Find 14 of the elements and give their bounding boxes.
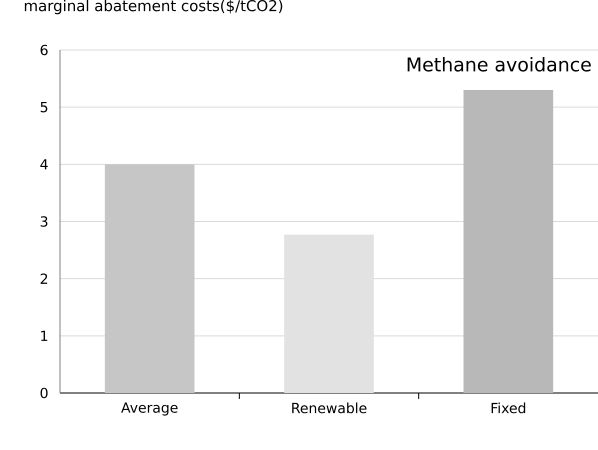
y-tick-label: 2 [40, 273, 48, 284]
x-tick-label: Renewable [292, 402, 366, 414]
y-axis-title: marginal abatement costs($/tCO2) [24, 0, 282, 14]
x-tick-label: Fixed [492, 402, 526, 414]
y-tick-label: 1 [41, 330, 48, 341]
annotation: Methane avoidance [408, 56, 591, 72]
bar [464, 90, 554, 393]
y-tick-label: 5 [40, 102, 48, 112]
y-tick-label: 0 [40, 388, 48, 398]
bar [104, 164, 194, 393]
y-tick-label: 3 [40, 216, 48, 227]
y-tick-label: 4 [40, 159, 48, 170]
x-tick-label: Average [121, 402, 178, 416]
y-tick-label: 6 [40, 44, 48, 56]
